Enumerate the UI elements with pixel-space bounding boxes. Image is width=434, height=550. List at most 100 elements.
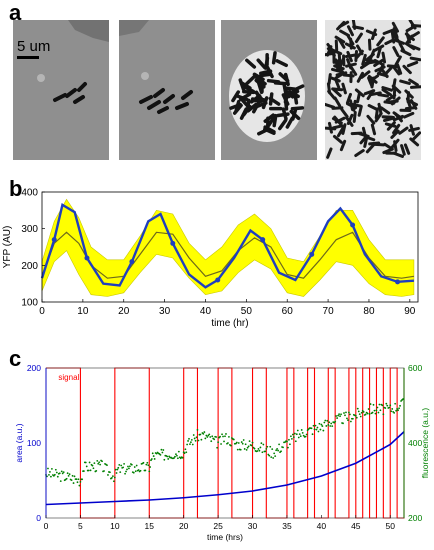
fluorescence-point xyxy=(321,425,324,427)
cell xyxy=(394,55,402,67)
fluorescence-point xyxy=(293,432,296,435)
legend-signal: signal xyxy=(58,373,79,382)
fluorescence-point xyxy=(389,404,392,407)
fluorescence-point xyxy=(207,434,210,437)
cell xyxy=(238,78,246,92)
x-tick-label: 30 xyxy=(159,306,171,317)
cell xyxy=(409,56,421,62)
cell xyxy=(400,144,406,156)
cell xyxy=(384,38,396,46)
fluorescence-point xyxy=(325,425,328,427)
fluorescence-point xyxy=(173,457,175,459)
fluorescence-point xyxy=(356,407,359,410)
fluorescence-point xyxy=(216,446,219,449)
micrograph-image-4 xyxy=(325,20,421,160)
fluorescence-point xyxy=(337,414,340,417)
fluorescence-point xyxy=(67,474,70,477)
fluorescence-point xyxy=(366,412,369,415)
fluorescence-point xyxy=(344,414,346,417)
fluorescence-point xyxy=(159,453,162,456)
y-tick-label: 100 xyxy=(21,298,38,309)
fluorescence-point xyxy=(51,467,53,470)
cell xyxy=(356,71,365,83)
data-point xyxy=(129,259,135,265)
fluorescence-point xyxy=(318,422,321,425)
cell xyxy=(367,104,379,112)
fluorescence-point xyxy=(273,452,276,455)
cell xyxy=(252,72,265,82)
fluorescence-point xyxy=(219,435,221,438)
fluorescence-point xyxy=(305,433,308,436)
fluorescence-point xyxy=(246,446,249,449)
fluorescence-point xyxy=(114,468,117,471)
data-point xyxy=(215,277,221,283)
fluorescence-point xyxy=(93,462,96,465)
cell xyxy=(325,102,336,109)
fluorescence-point xyxy=(128,467,130,470)
fluorescence-point xyxy=(278,443,280,446)
fluorescence-point xyxy=(248,440,251,443)
cell xyxy=(266,115,277,128)
data-point xyxy=(260,237,266,243)
cell xyxy=(403,111,415,119)
fluorescence-point xyxy=(245,449,248,451)
fluorescence-point xyxy=(258,449,261,452)
x-tick-label: 60 xyxy=(282,306,294,317)
fluorescence-point xyxy=(59,480,62,483)
fluorescence-point xyxy=(79,480,82,483)
fluorescence-point xyxy=(70,479,73,482)
fluorescence-point xyxy=(209,436,212,438)
fluorescence-point xyxy=(89,469,92,472)
fluorescence-point xyxy=(112,480,115,483)
x-tick-label: 15 xyxy=(145,521,155,531)
fluorescence-point xyxy=(270,456,273,459)
fluorescence-point xyxy=(402,398,404,400)
cell xyxy=(361,53,367,66)
x-tick-label: 20 xyxy=(179,521,189,531)
fluorescence-point xyxy=(177,450,180,453)
cell xyxy=(370,123,377,136)
data-point xyxy=(309,251,315,257)
y-right-tick-label: 600 xyxy=(408,363,422,373)
fluorescence-point xyxy=(85,465,88,468)
fluorescence-point xyxy=(360,411,363,414)
fluorescence-point xyxy=(291,433,294,436)
fluorescence-point xyxy=(338,413,340,416)
cell xyxy=(398,126,409,135)
fluorescence-point xyxy=(149,466,152,468)
fluorescence-point xyxy=(142,461,145,464)
fluorescence-point xyxy=(351,417,354,420)
fluorescence-point xyxy=(50,475,52,478)
fluorescence-point xyxy=(330,422,333,425)
panel-label-c: c xyxy=(9,346,22,371)
cell xyxy=(392,123,401,135)
fluorescence-point xyxy=(288,438,290,441)
cell xyxy=(258,72,273,78)
cell xyxy=(229,102,243,110)
fluorescence-point xyxy=(160,448,163,451)
cell xyxy=(373,44,385,52)
fluorescence-point xyxy=(61,472,64,475)
fluorescence-point xyxy=(115,472,118,474)
fluorescence-point xyxy=(398,407,400,410)
fluorescence-point xyxy=(290,437,293,440)
cell xyxy=(266,78,281,84)
fluorescence-point xyxy=(359,415,362,418)
fluorescence-point xyxy=(175,453,177,456)
fluorescence-point xyxy=(349,420,352,423)
x-tick-label: 45 xyxy=(351,521,361,531)
fluorescence-point xyxy=(268,454,271,457)
cell xyxy=(399,79,411,85)
fluorescence-point xyxy=(101,460,103,463)
fluorescence-point xyxy=(259,446,262,449)
fluorescence-point xyxy=(328,421,331,424)
cell xyxy=(356,44,364,56)
cell xyxy=(281,107,288,121)
fluorescence-point xyxy=(103,470,105,472)
cell xyxy=(406,99,419,107)
cell xyxy=(257,127,270,136)
fluorescence-point xyxy=(124,472,126,475)
fluorescence-point xyxy=(213,438,216,441)
fluorescence-point xyxy=(65,477,68,480)
x-tick-label: 20 xyxy=(118,306,130,317)
